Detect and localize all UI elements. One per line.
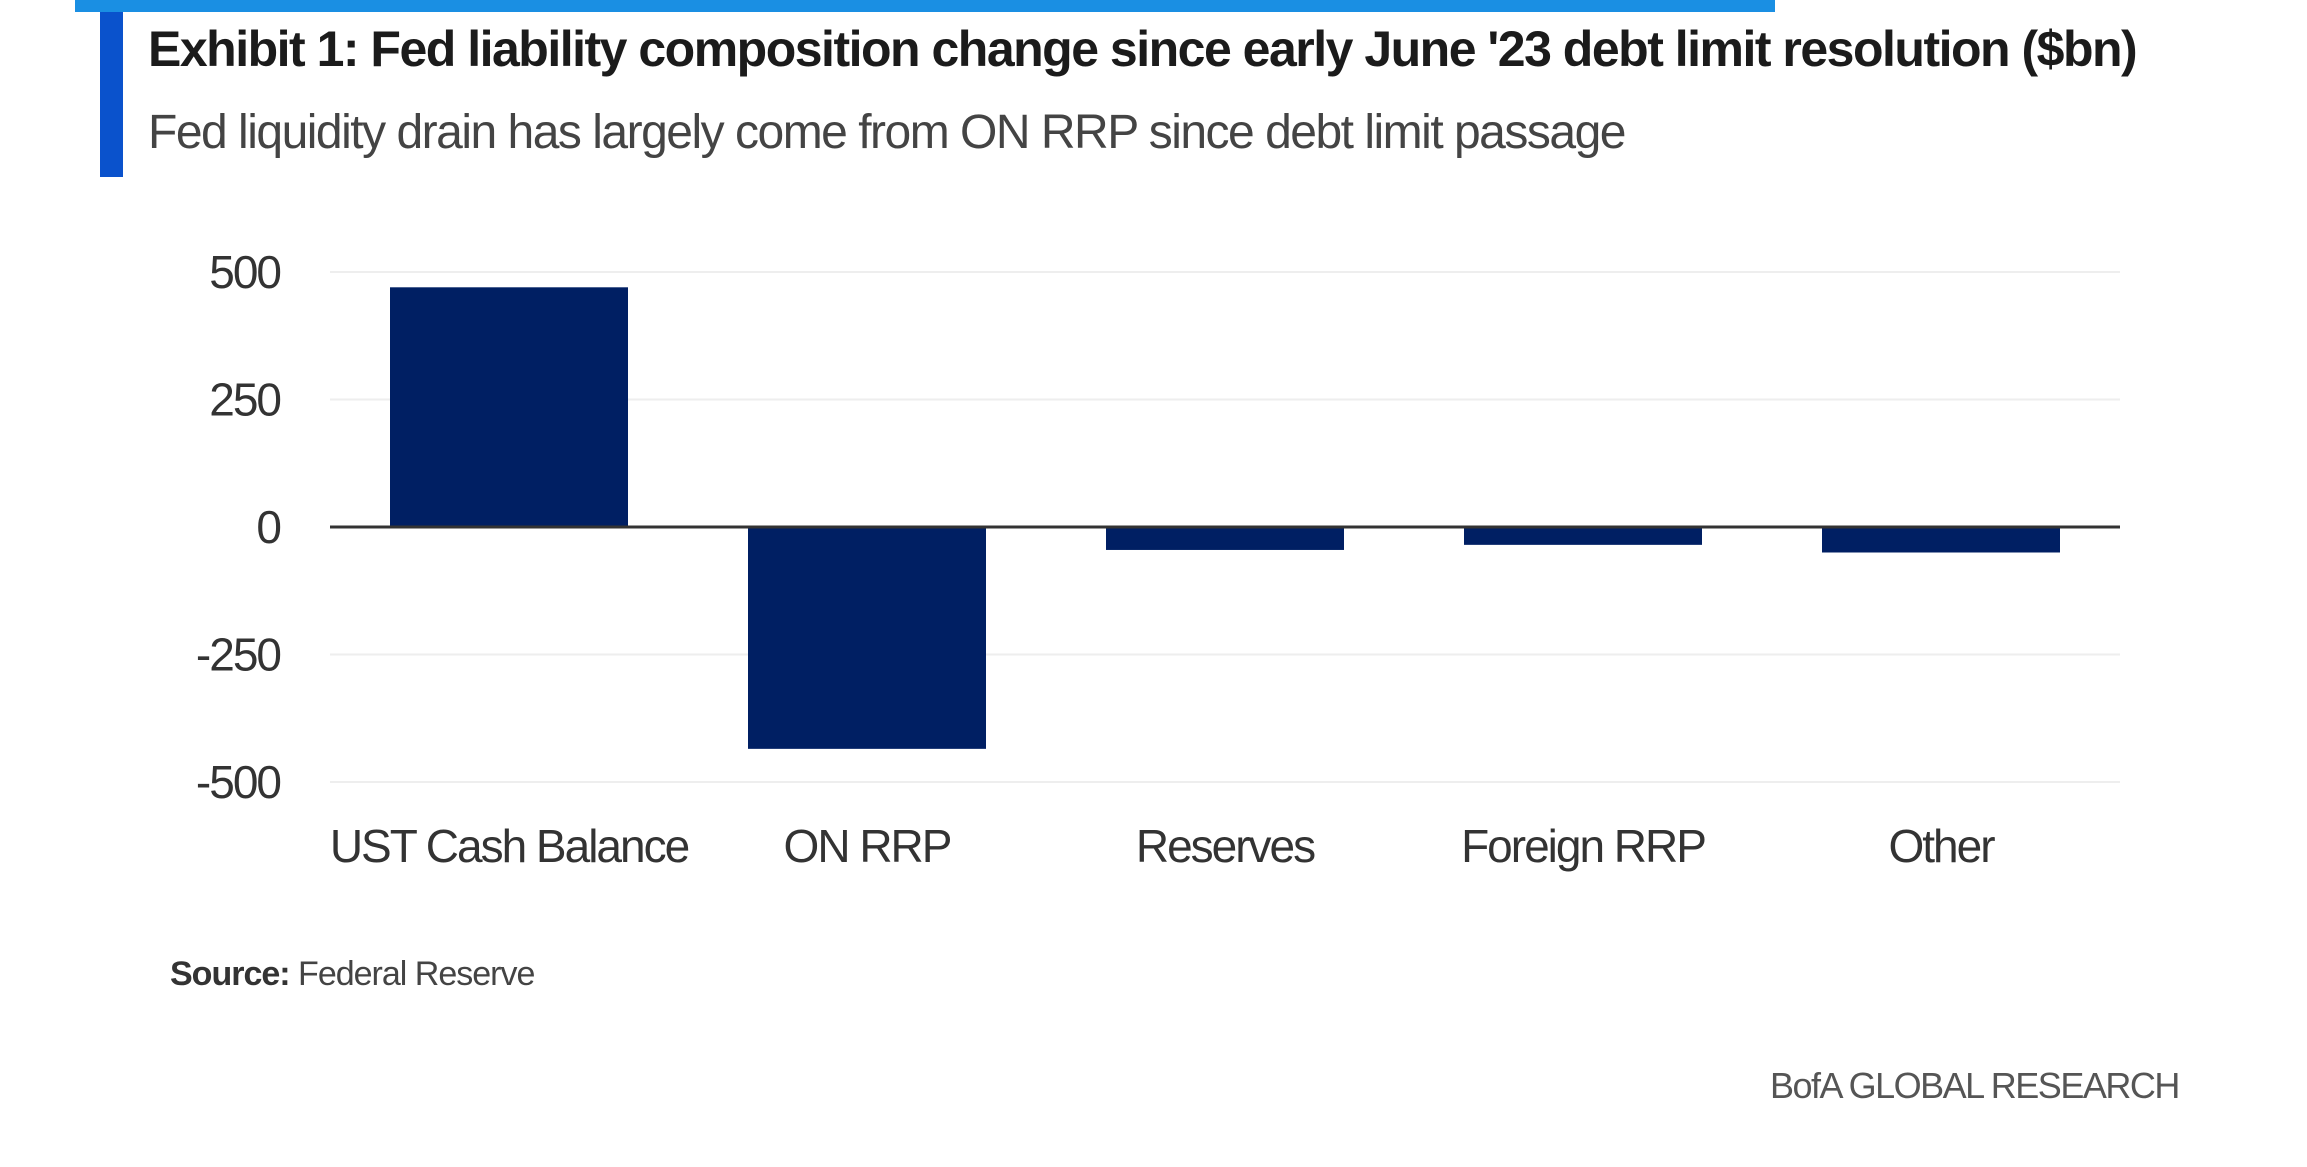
y-tick-label: 500 — [209, 246, 280, 298]
x-category-label: Foreign RRP — [1461, 820, 1705, 872]
y-tick-label: 250 — [209, 374, 280, 426]
y-tick-label: -500 — [196, 756, 280, 808]
x-category-label: Other — [1888, 820, 1995, 872]
x-category-label: UST Cash Balance — [330, 820, 689, 872]
source-text: Federal Reserve — [298, 955, 535, 993]
source-label: Source: — [170, 955, 291, 993]
bar — [1464, 527, 1702, 545]
chart-title: Exhibit 1: Fed liability composition cha… — [148, 21, 2138, 77]
accent-side-bar — [100, 12, 123, 177]
brand-label: BofA GLOBAL RESEARCH — [1770, 1065, 2180, 1106]
bar — [390, 287, 628, 527]
chart-subtitle: Fed liquidity drain has largely come fro… — [148, 106, 1626, 159]
bar — [1822, 527, 2060, 553]
source-note: Source: Federal Reserve — [170, 955, 535, 994]
y-tick-label: -250 — [196, 629, 280, 681]
y-tick-label: 0 — [256, 501, 280, 553]
accent-top-bar — [75, 0, 1775, 12]
bar — [748, 527, 986, 749]
x-category-label: ON RRP — [784, 820, 951, 872]
bar-chart: 500 250 0 -250 -500 UST Cash Balance ON RRP Res… — [196, 246, 2120, 872]
x-category-label: Reserves — [1136, 820, 1315, 872]
bar — [1106, 527, 1344, 550]
